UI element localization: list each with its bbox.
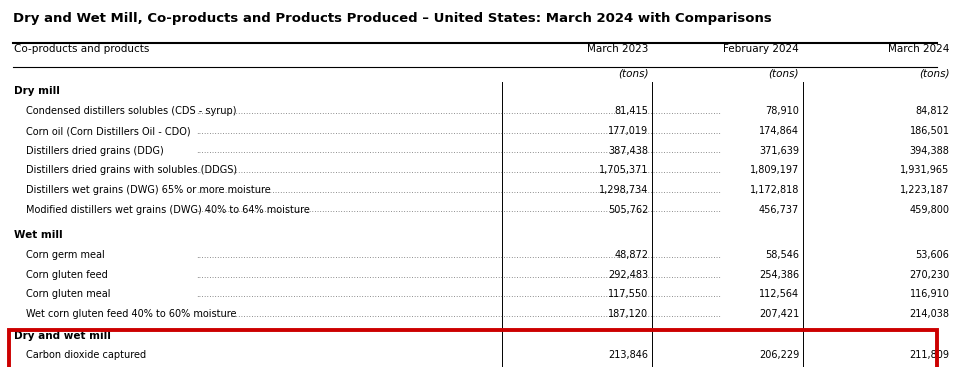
- Text: ................................................................................: ........................................…: [196, 270, 721, 280]
- Text: 1,705,371: 1,705,371: [599, 166, 649, 175]
- Text: Wet mill: Wet mill: [13, 229, 63, 240]
- Text: 53,606: 53,606: [916, 250, 950, 260]
- Text: March 2024: March 2024: [888, 44, 950, 54]
- Text: 213,846: 213,846: [608, 350, 649, 360]
- Text: 186,501: 186,501: [909, 126, 950, 136]
- Text: Condensed distillers solubles (CDS - syrup): Condensed distillers solubles (CDS - syr…: [26, 106, 236, 116]
- Text: 78,910: 78,910: [765, 106, 799, 116]
- Text: Corn gluten feed: Corn gluten feed: [26, 270, 108, 280]
- Text: Carbon dioxide captured: Carbon dioxide captured: [26, 350, 146, 360]
- Text: ................................................................................: ........................................…: [196, 107, 721, 116]
- Text: Corn germ meal: Corn germ meal: [26, 250, 105, 260]
- Text: 84,812: 84,812: [916, 106, 950, 116]
- Text: Distillers wet grains (DWG) 65% or more moisture: Distillers wet grains (DWG) 65% or more …: [26, 185, 271, 195]
- Text: 270,230: 270,230: [909, 270, 950, 280]
- Text: 206,229: 206,229: [759, 350, 799, 360]
- Text: 1,223,187: 1,223,187: [900, 185, 950, 195]
- Text: March 2023: March 2023: [587, 44, 649, 54]
- Text: Distillers dried grains with solubles (DDGS): Distillers dried grains with solubles (D…: [26, 166, 237, 175]
- Text: (tons): (tons): [768, 69, 799, 79]
- Text: 1,172,818: 1,172,818: [750, 185, 799, 195]
- Text: Corn oil (Corn Distillers Oil - CDO): Corn oil (Corn Distillers Oil - CDO): [26, 126, 191, 136]
- Text: 207,421: 207,421: [759, 309, 799, 319]
- Text: 1,931,965: 1,931,965: [900, 166, 950, 175]
- Text: (tons): (tons): [618, 69, 649, 79]
- Text: 387,438: 387,438: [608, 146, 649, 156]
- Text: 1,298,734: 1,298,734: [600, 185, 649, 195]
- Text: 117,550: 117,550: [608, 290, 649, 299]
- Text: 394,388: 394,388: [910, 146, 950, 156]
- Text: ................................................................................: ........................................…: [196, 290, 721, 299]
- Text: 505,762: 505,762: [608, 205, 649, 215]
- Text: 456,737: 456,737: [759, 205, 799, 215]
- Text: 292,483: 292,483: [608, 270, 649, 280]
- Text: ................................................................................: ........................................…: [196, 206, 721, 214]
- Text: 174,864: 174,864: [759, 126, 799, 136]
- Text: Wet corn gluten feed 40% to 60% moisture: Wet corn gluten feed 40% to 60% moisture: [26, 309, 236, 319]
- Text: 116,910: 116,910: [910, 290, 950, 299]
- Text: 48,872: 48,872: [614, 250, 649, 260]
- Text: 254,386: 254,386: [759, 270, 799, 280]
- Text: ................................................................................: ........................................…: [196, 146, 721, 156]
- Text: ................................................................................: ........................................…: [196, 186, 721, 195]
- Text: (tons): (tons): [919, 69, 950, 79]
- Text: Dry and wet mill: Dry and wet mill: [13, 331, 111, 341]
- Text: 81,415: 81,415: [615, 106, 649, 116]
- Text: 177,019: 177,019: [608, 126, 649, 136]
- Text: 1,809,197: 1,809,197: [750, 166, 799, 175]
- Text: Corn gluten meal: Corn gluten meal: [26, 290, 110, 299]
- Text: 187,120: 187,120: [608, 309, 649, 319]
- Text: 112,564: 112,564: [759, 290, 799, 299]
- Text: ................................................................................: ........................................…: [196, 127, 721, 136]
- Text: 371,639: 371,639: [759, 146, 799, 156]
- Text: ................................................................................: ........................................…: [196, 166, 721, 175]
- Text: Dry mill: Dry mill: [13, 86, 60, 96]
- Text: ................................................................................: ........................................…: [196, 310, 721, 319]
- Text: 214,038: 214,038: [909, 309, 950, 319]
- Text: Modified distillers wet grains (DWG) 40% to 64% moisture: Modified distillers wet grains (DWG) 40%…: [26, 205, 309, 215]
- Text: Co-products and products: Co-products and products: [13, 44, 149, 54]
- Text: Distillers dried grains (DDG): Distillers dried grains (DDG): [26, 146, 164, 156]
- Text: ................................................................................: ........................................…: [196, 251, 721, 260]
- Text: ................................................................................: ........................................…: [196, 350, 721, 359]
- Text: Dry and Wet Mill, Co-products and Products Produced – United States: March 2024 : Dry and Wet Mill, Co-products and Produc…: [13, 12, 771, 25]
- Text: 459,800: 459,800: [909, 205, 950, 215]
- Text: 58,546: 58,546: [765, 250, 799, 260]
- Text: February 2024: February 2024: [723, 44, 799, 54]
- Text: 211,809: 211,809: [909, 350, 950, 360]
